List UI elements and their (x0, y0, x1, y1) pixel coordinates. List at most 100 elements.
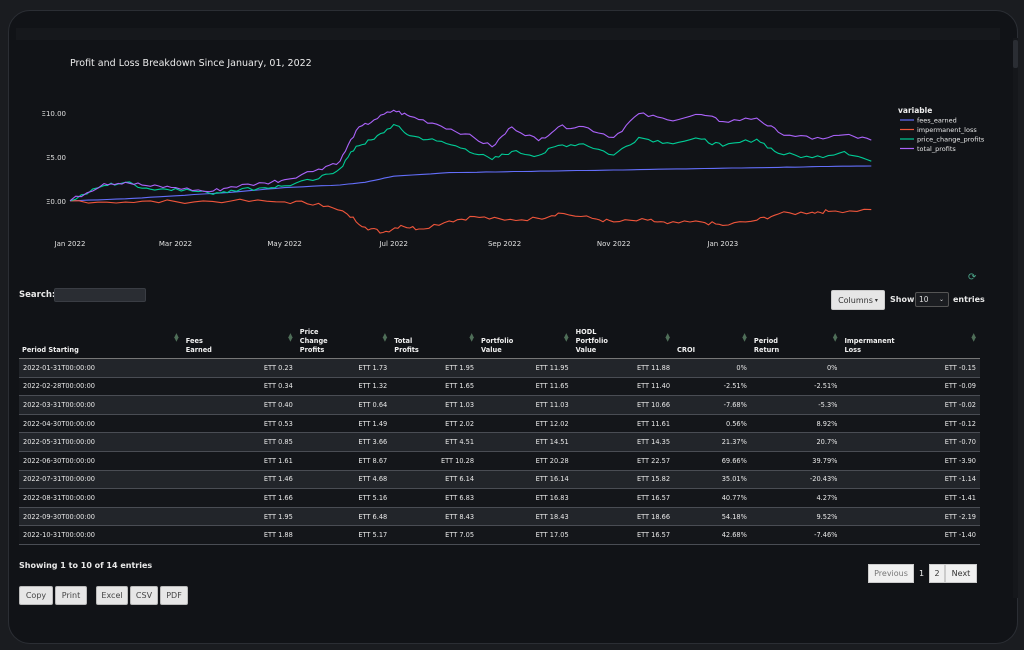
plotly-logo-icon[interactable]: ⟳ (968, 272, 977, 283)
x-tick-label: Jul 2022 (378, 240, 408, 248)
table-cell: 0% (750, 358, 842, 378)
table-cell: ETT -1.14 (841, 470, 980, 490)
table-cell: ETT 11.03 (478, 395, 573, 415)
export-buttons: Copy Print Excel CSV PDF (19, 586, 190, 605)
table-cell: ETT 22.57 (572, 451, 675, 471)
excel-button[interactable]: Excel (96, 586, 128, 605)
legend-label[interactable]: fees_earned (917, 117, 957, 125)
page-size-select[interactable]: 10 ⌄ (915, 292, 949, 307)
table-cell: ETT 1.32 (296, 377, 392, 397)
sort-arrows-icon[interactable]: ▲ ▼ (971, 332, 976, 343)
sort-arrows-icon[interactable]: ▲ ▼ (288, 332, 293, 343)
table-cell: ETT 1.65 (391, 377, 479, 397)
table-cell: ETT 0.23 (182, 358, 297, 378)
table-cell: ETT 1.95 (391, 358, 479, 378)
chart-title: Profit and Loss Breakdown Since January,… (70, 58, 312, 69)
column-header[interactable]: Period Return ▲ ▼ (750, 327, 842, 359)
pnl-line-chart: Ξ0.00 Ξ5.00 Ξ10.00 Jan 2022 Mar 2022 May 202… (42, 106, 985, 248)
table-cell: 35.01% (674, 470, 751, 490)
y-tick-label: Ξ5.00 (46, 154, 66, 162)
legend-label[interactable]: impermanent_loss (917, 126, 977, 134)
table-cell: ETT 11.95 (478, 358, 573, 378)
table-cell: ETT 16.57 (572, 525, 675, 545)
table-cell: ETT 0.85 (182, 432, 297, 452)
table-cell: ETT 16.57 (572, 488, 675, 508)
table-cell: -20.43% (750, 470, 842, 490)
table-row: 2022-09-30T00:00:00 ETT 1.95 ETT 6.48 ETT 8… (19, 507, 980, 527)
table-cell: ETT 10.66 (572, 395, 675, 415)
legend-label[interactable]: total_profits (917, 145, 956, 153)
sort-arrows-icon[interactable]: ▲ ▼ (742, 332, 747, 343)
column-header[interactable]: CROI ▲ ▼ (674, 327, 751, 359)
csv-button[interactable]: CSV (130, 586, 158, 605)
print-button[interactable]: Print (55, 586, 87, 605)
table-cell: ETT 11.40 (572, 377, 675, 397)
caret-down-icon: ▾ (874, 296, 878, 304)
table-cell: ETT 3.66 (296, 432, 392, 452)
show-label: Show (890, 295, 915, 304)
column-header[interactable]: Period Starting ▲ ▼ (19, 327, 183, 359)
scrollbar-track[interactable] (1013, 38, 1018, 598)
table-cell: ETT 18.43 (478, 507, 573, 527)
table-cell: ETT 20.28 (478, 451, 573, 471)
next-button[interactable]: Next (945, 564, 977, 583)
column-header[interactable]: Fees Earned ▲ ▼ (182, 327, 297, 359)
table-cell: ETT 4.68 (296, 470, 392, 490)
table-cell: ETT 1.88 (182, 525, 297, 545)
sort-arrows-icon[interactable]: ▲ ▼ (832, 332, 838, 343)
search-input[interactable] (54, 288, 146, 302)
table-cell: 2022-05-31T00:00:00 (19, 432, 183, 452)
page-size-value: 10 (919, 295, 929, 304)
table-row: 2022-01-31T00:00:00 ETT 0.23 ETT 1.73 ETT 1… (19, 358, 980, 378)
column-header[interactable]: Price Change Profits ▲ ▼ (296, 327, 392, 359)
sort-arrows-icon[interactable]: ▲ ▼ (469, 332, 475, 343)
columns-button[interactable]: Columns ▾ (831, 290, 885, 310)
table-cell: 2022-04-30T00:00:00 (19, 414, 183, 434)
entries-label: entries (953, 295, 985, 304)
table-cell: ETT 0.64 (296, 395, 392, 415)
table-header-row: Period Starting ▲ ▼ Fees Earned ▲ ▼ Price Chan… (19, 327, 980, 359)
table-cell: ETT -0.70 (841, 432, 980, 452)
table-cell: ETT -1.41 (841, 488, 980, 508)
column-header[interactable]: Impermanent Loss ▲ ▼ (841, 327, 980, 359)
previous-button[interactable]: Previous (868, 564, 914, 583)
column-header[interactable]: HODL Portfolio Value ▲ ▼ (572, 327, 675, 359)
table-row: 2022-06-30T00:00:00 ETT 1.61 ETT 8.67 ETT 1… (19, 451, 980, 471)
table-cell: ETT 11.61 (572, 414, 675, 434)
table-cell: ETT 1.95 (182, 507, 297, 527)
sort-arrows-icon[interactable]: ▲ ▼ (174, 332, 179, 343)
table-cell: ETT 6.48 (296, 507, 392, 527)
column-header-label: HODL Portfolio Value (575, 328, 608, 354)
table-cell: ETT 1.46 (182, 470, 297, 490)
table-cell: ETT 14.51 (478, 432, 573, 452)
page-2-button[interactable]: 2 (929, 564, 945, 583)
table-cell: ETT 4.51 (391, 432, 479, 452)
x-tick-label: Sep 2022 (488, 240, 521, 248)
sort-arrows-icon[interactable]: ▲ ▼ (665, 332, 671, 343)
page-1-button[interactable]: 1 (918, 569, 925, 578)
column-header[interactable]: Total Profits ▲ ▼ (391, 327, 479, 359)
table-cell: ETT 0.53 (182, 414, 297, 434)
series-line-price_change_profits (69, 123, 872, 202)
copy-button[interactable]: Copy (19, 586, 53, 605)
table-cell: 20.7% (750, 432, 842, 452)
table-cell: 2022-10-31T00:00:00 (19, 525, 183, 545)
pagination: Previous 1 2 Next (868, 564, 977, 583)
table-cell: ETT -0.12 (841, 414, 980, 434)
sort-arrows-icon[interactable]: ▲ ▼ (564, 332, 569, 343)
table-cell: ETT -0.09 (841, 377, 980, 397)
table-cell: ETT -3.90 (841, 451, 980, 471)
pdf-button[interactable]: PDF (160, 586, 188, 605)
column-header-label: Portfolio Value (481, 337, 514, 354)
column-header-label: Fees Earned (185, 337, 212, 354)
table-cell: ETT 18.66 (572, 507, 675, 527)
column-header[interactable]: Portfolio Value ▲ ▼ (478, 327, 573, 359)
scrollbar-thumb[interactable] (1013, 40, 1018, 68)
legend-label[interactable]: price_change_profits (917, 136, 985, 144)
table-cell: 9.52% (750, 507, 842, 527)
table-cell: -2.51% (750, 377, 842, 397)
sort-arrows-icon[interactable]: ▲ ▼ (382, 332, 388, 343)
table-cell: ETT 7.05 (391, 525, 479, 545)
table-cell: 2022-06-30T00:00:00 (19, 451, 183, 471)
table-cell: ETT 0.40 (182, 395, 297, 415)
